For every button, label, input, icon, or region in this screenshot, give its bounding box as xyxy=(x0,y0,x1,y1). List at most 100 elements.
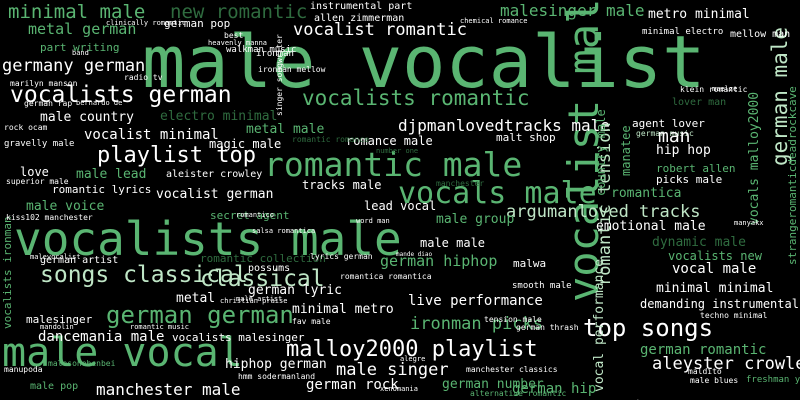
cloud-word: klein romantic xyxy=(680,85,748,94)
cloud-word: top songs xyxy=(583,314,714,342)
cloud-word: picks male xyxy=(656,173,723,186)
cloud-word: male country xyxy=(40,110,134,125)
cloud-word: malt shop xyxy=(496,131,556,144)
cloud-word: superior male xyxy=(6,177,69,186)
cloud-word: hmm sodermanland xyxy=(238,372,316,381)
cloud-word: romantico xyxy=(236,211,274,219)
cloud-word: man xyxy=(658,126,691,147)
cloud-word: vocalist german xyxy=(156,187,274,202)
cloud-word: techno minimal xyxy=(700,311,768,320)
cloud-word: vocalist romantic xyxy=(293,20,467,40)
cloud-word: minimal electro xyxy=(642,27,724,37)
cloud-word: malesinger male xyxy=(500,1,645,20)
cloud-word: minimal male xyxy=(8,1,146,23)
cloud-word: malesonebenbei xyxy=(48,359,116,368)
cloud-word: christian praise xyxy=(220,297,288,305)
cloud-word: dynamic male xyxy=(652,235,746,250)
cloud-word: instrumental part xyxy=(310,1,413,12)
cloud-word: heavenly manna xyxy=(208,39,268,47)
cloud-word: romantic music xyxy=(130,323,190,331)
cloud-word: german lyric xyxy=(248,283,342,298)
cloud-word: vocalists ironman xyxy=(1,216,14,329)
cloud-word: minimal minimal xyxy=(656,281,774,296)
cloud-word: romantica romantica xyxy=(340,272,432,281)
cloud-word: vocalists new xyxy=(668,249,762,263)
cloud-word: malloy2000 playlist xyxy=(286,337,538,362)
cloud-word: vocals malloy2000 xyxy=(747,91,762,225)
cloud-word: number one xyxy=(376,147,419,155)
cloud-word: vocal male xyxy=(672,261,757,277)
cloud-word: manatee xyxy=(619,125,633,176)
cloud-word: bernardo de xyxy=(76,99,123,107)
cloud-word: romance male xyxy=(346,134,433,148)
cloud-word: playlist top xyxy=(97,143,256,168)
cloud-word: salsa romantica xyxy=(252,227,316,235)
cloud-word: djpmanlovedtracks male xyxy=(398,116,610,135)
cloud-word: dancemania male xyxy=(38,329,165,345)
cloud-word: ironman xyxy=(256,49,294,59)
cloud-word: romantica xyxy=(611,186,682,201)
cloud-word: maelze xyxy=(712,85,738,93)
cloud-word: vocalist minimal xyxy=(84,127,219,143)
cloud-word: alegre xyxy=(400,355,426,363)
cloud-word: tracks male xyxy=(302,178,382,192)
cloud-word: malwa xyxy=(513,257,547,270)
cloud-word: german number xyxy=(442,377,544,392)
cloud-word: germany german xyxy=(2,56,146,76)
cloud-word: mande diao xyxy=(396,251,433,258)
cloud-word: mandolin xyxy=(40,323,74,331)
cloud-word: magic male xyxy=(209,137,282,151)
cloud-word: german pop xyxy=(164,17,231,30)
cloud-word: manupoda xyxy=(4,365,43,374)
cloud-word: freshman year xyxy=(746,375,800,385)
cloud-word: male lead xyxy=(76,167,147,182)
cloud-word: male vocalist xyxy=(142,20,706,104)
cloud-word: maldito xyxy=(688,367,722,376)
cloud-word: argumanloved tracks xyxy=(506,202,701,222)
cloud-word: ironman mellow xyxy=(258,65,326,74)
cloud-word: manchester male xyxy=(96,380,241,399)
cloud-word: german rock xyxy=(306,377,399,393)
cloud-word: male group xyxy=(436,212,515,227)
cloud-word: radio tv xyxy=(124,73,163,82)
cloud-word: romantic male xyxy=(264,145,523,184)
cloud-word: aleister crowley xyxy=(166,169,263,180)
cloud-word: romantic collection xyxy=(200,252,326,265)
cloud-word: electro minimal xyxy=(160,109,278,124)
cloud-word: alternative romantic xyxy=(470,389,567,398)
cloud-word: male male xyxy=(420,236,486,250)
cloud-word: lover man xyxy=(672,97,727,108)
cloud-word: metal xyxy=(176,291,216,306)
cloud-word: malesinger xyxy=(26,313,93,326)
cloud-word: walkman music xyxy=(226,45,297,55)
cloud-word: romantic lyrics xyxy=(52,183,152,196)
cloud-word: emotional male xyxy=(596,219,706,234)
cloud-word: metro minimal xyxy=(648,7,750,22)
cloud-word: german music xyxy=(636,129,694,138)
cloud-word: robert allen xyxy=(656,162,736,175)
cloud-word: best xyxy=(224,31,244,40)
cloud-word: romantic romance xyxy=(292,135,370,144)
cloud-word: vocal performance xyxy=(592,258,607,392)
cloud-word: chemical romance xyxy=(460,17,528,25)
cloud-word: country male xyxy=(594,109,608,196)
cloud-word: german rap xyxy=(24,99,73,108)
cloud-word: male voice xyxy=(26,199,105,214)
cloud-word: classical xyxy=(200,266,325,292)
cloud-word: metal german xyxy=(28,20,137,38)
cloud-word: rock ocam xyxy=(4,123,48,132)
cloud-word: lyrics german xyxy=(310,252,373,261)
cloud-word: agent lover xyxy=(632,117,705,130)
cloud-word: possums xyxy=(248,263,291,274)
cloud-word: manchester classics xyxy=(466,365,558,374)
cloud-word: aleyster crowley xyxy=(652,354,800,374)
cloud-word: malevocalist xyxy=(30,253,81,261)
cloud-word: male artist xyxy=(236,295,283,303)
cloud-word: german thrash xyxy=(516,323,579,332)
cloud-word: male blues xyxy=(690,376,739,385)
cloud-word: part writing xyxy=(40,41,120,54)
cloud-word: strangeromanticdeadrockcave xyxy=(786,86,799,265)
cloud-word: manyakx xyxy=(734,219,764,227)
cloud-word: male pop xyxy=(30,381,79,392)
